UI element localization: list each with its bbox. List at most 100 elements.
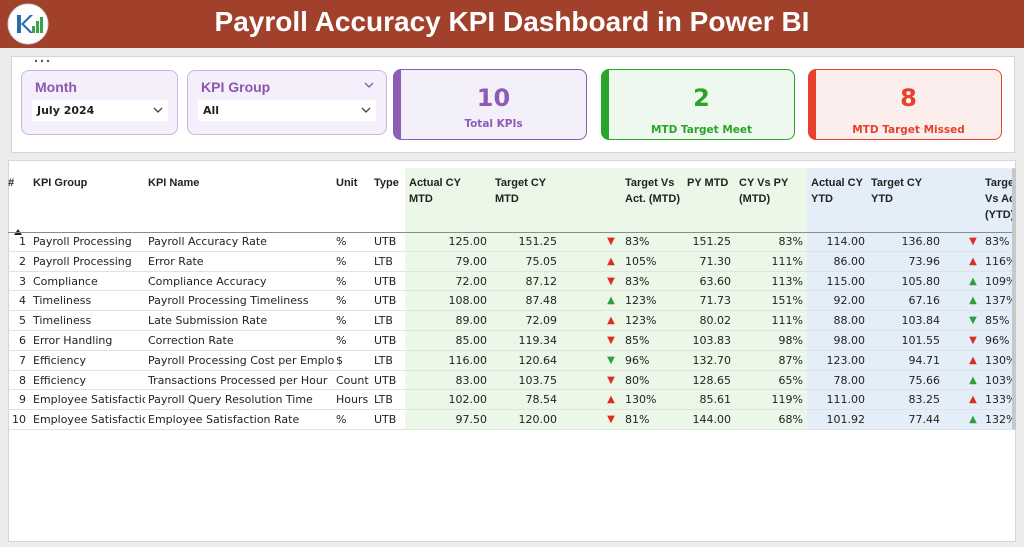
table-cell: 10: [12, 413, 26, 427]
dashboard-title: Payroll Accuracy KPI Dashboard in Power …: [214, 6, 810, 37]
table-cell: 85%: [625, 334, 650, 347]
table-cell: 120.64: [518, 353, 558, 367]
more-options[interactable]: [34, 58, 52, 64]
status-arrow: ▲: [969, 414, 977, 426]
table-cell: Transactions Processed per Hour: [148, 373, 328, 387]
table-cell: Timeliness: [33, 294, 92, 308]
table-cell: Error Rate: [148, 254, 204, 268]
month-slicer[interactable]: Month July 2024: [21, 70, 178, 135]
scrollbar[interactable]: [1012, 168, 1016, 430]
table-cell: Hours: [336, 393, 369, 407]
table-cell: 80%: [625, 373, 650, 387]
column-header: Type: [374, 177, 399, 189]
status-arrow: ▼: [607, 414, 615, 426]
table-cell: Count: [336, 373, 369, 387]
header-bar: [0, 0, 1024, 48]
table-cell: 151.25: [692, 235, 732, 248]
status-arrow: ▼: [969, 315, 977, 327]
column-header: Target CY YTD: [871, 177, 922, 205]
table-cell: 123.00: [826, 353, 866, 367]
table-cell: 113%: [771, 274, 803, 288]
slicer-label: KPI Group: [201, 79, 271, 95]
table-cell: 63.60: [699, 274, 732, 288]
table-cell: 1: [19, 235, 26, 248]
table-cell: Payroll Processing Cost per Employee: [148, 353, 334, 367]
card-label: MTD Target Meet: [650, 124, 753, 136]
table-cell: $: [336, 353, 343, 367]
table-cell: 130%: [985, 353, 1012, 367]
table-cell: 123%: [625, 314, 657, 328]
table-row: 10 Employee Satisfaction Employee Satisfac…: [8, 410, 1012, 430]
column-header: KPI Group: [33, 177, 88, 189]
header-divider: [8, 232, 1012, 233]
table-cell: %: [336, 254, 347, 268]
slicer-dropdown[interactable]: All: [198, 100, 376, 121]
kpi-group-slicer[interactable]: KPI Group All: [187, 70, 387, 135]
table-cell: 144.00: [692, 413, 732, 427]
table-cell: 75.05: [525, 254, 558, 268]
table-cell: UTB: [374, 413, 397, 427]
table-row: 7 Efficiency Payroll Processing Cost per E…: [8, 351, 1012, 371]
table-cell: 128.65: [692, 373, 732, 387]
table-cell: UTB: [374, 274, 397, 288]
chevron: [153, 107, 163, 113]
table-cell: 120.00: [518, 413, 558, 427]
table-cell: 111%: [771, 254, 803, 268]
status-arrow: ▲: [969, 295, 977, 307]
table-cell: LTB: [374, 393, 393, 407]
table-cell: Efficiency: [33, 373, 86, 387]
table-row: 8 Efficiency Transactions Processed per Ho…: [8, 371, 1012, 391]
table-cell: 83%: [985, 235, 1010, 248]
table-cell: 67.16: [908, 294, 941, 308]
slicer-dropdown[interactable]: July 2024: [32, 100, 168, 121]
chevron: [364, 82, 374, 88]
column-header: CY Vs PY (MTD): [739, 177, 789, 205]
table-cell: 89.00: [455, 314, 488, 328]
table-cell: 5: [19, 314, 26, 328]
table-cell: %: [336, 314, 347, 328]
table-cell: 133%: [985, 393, 1012, 407]
table-cell: 86.00: [833, 254, 866, 268]
column-header: KPI Name: [148, 177, 200, 189]
table-cell: Payroll Processing Timeliness: [148, 294, 309, 308]
ytd-section-bg: [807, 168, 1012, 430]
table-cell: %: [336, 334, 347, 347]
column-header: Target Vs Act. (YTD): [985, 177, 1012, 221]
logo: [7, 3, 49, 45]
table-cell: Efficiency: [33, 353, 86, 367]
status-arrow: ▲: [969, 275, 977, 287]
table-cell: 3: [19, 274, 26, 288]
table-cell: UTB: [374, 235, 397, 248]
table-cell: 87%: [778, 353, 803, 367]
table-cell: 4: [19, 294, 26, 308]
table-cell: 79.00: [455, 254, 488, 268]
table-cell: 77.44: [908, 413, 941, 427]
card-value: 8: [900, 84, 917, 112]
card-value: 10: [476, 84, 511, 112]
kpi-table: # KPI Group KPI Name Unit Type Actual CY MTD T…: [8, 166, 1012, 436]
column-header: #: [8, 177, 15, 189]
table-row: 4 Timeliness Payroll Processing Timeliness…: [8, 291, 1012, 312]
table-cell: 151%: [771, 294, 803, 308]
table-cell: %: [336, 413, 347, 427]
table-cell: Payroll Query Resolution Time: [148, 393, 313, 407]
table-cell: 101.92: [826, 413, 866, 427]
table-row: 6 Error Handling Correction Rate% UTB 85.00 1…: [8, 331, 1012, 351]
sort-indicator: [14, 220, 22, 235]
table-cell: 83.25: [908, 393, 941, 407]
table-cell: Payroll Processing: [33, 254, 132, 268]
table-cell: 83%: [625, 235, 650, 248]
table-cell: 103.75: [518, 373, 558, 387]
status-arrow: ▲: [969, 354, 977, 366]
status-arrow: ▼: [607, 374, 615, 386]
table-cell: 83%: [778, 235, 803, 248]
table-cell: Timeliness: [33, 314, 92, 328]
table-cell: 87.48: [525, 294, 558, 308]
table-row: 9 Employee Satisfaction Payroll Query Reso…: [8, 390, 1012, 411]
slicer-value: July 2024: [37, 104, 95, 117]
table-cell: LTB: [374, 314, 393, 328]
table-cell: 92.00: [833, 294, 866, 308]
kpi-card: 8 MTD Target Missed: [808, 69, 1002, 140]
table-cell: 85.61: [699, 393, 732, 407]
